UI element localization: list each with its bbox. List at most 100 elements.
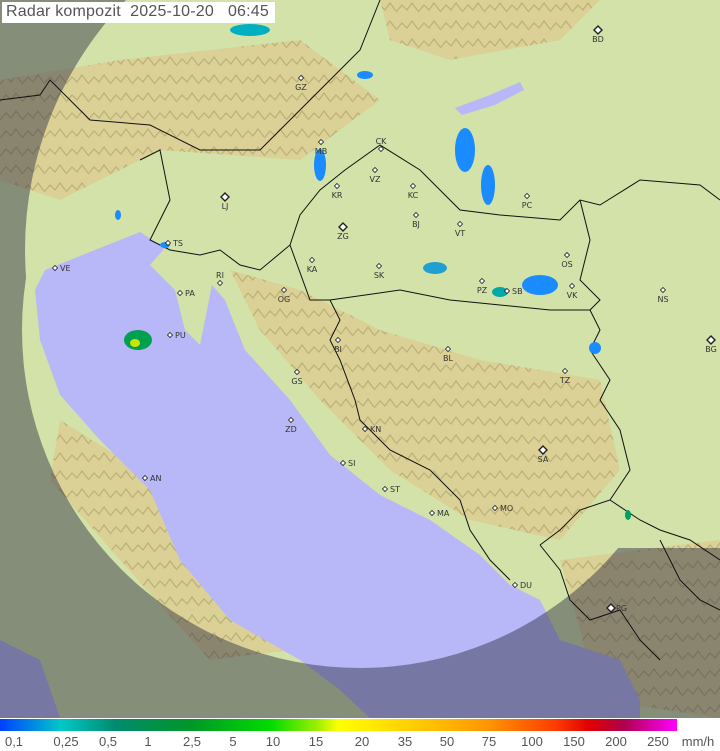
city-an: AN	[141, 474, 161, 483]
city-label: TS	[172, 239, 183, 248]
city-pa: PA	[176, 289, 195, 298]
city-marker-icon	[333, 182, 341, 190]
colorbar-label: 1	[144, 734, 152, 749]
city-marker-icon	[412, 211, 420, 219]
city-mo: MO	[491, 504, 513, 513]
city-marker-icon	[287, 416, 295, 424]
radar-echoes	[115, 24, 631, 520]
city-label: VZ	[370, 175, 381, 184]
city-kr: KR	[332, 182, 343, 200]
city-bi: BI	[334, 336, 342, 354]
city-label: BI	[334, 345, 342, 354]
adriatic-sea	[35, 232, 640, 718]
city-label: MB	[315, 147, 327, 156]
city-marker-icon	[220, 192, 230, 202]
city-marker-icon	[478, 277, 486, 285]
city-label: BL	[443, 354, 453, 363]
city-marker-icon	[563, 251, 571, 259]
city-marker-icon	[568, 282, 576, 290]
city-markers: BD GZ MB CK VZ KR KC LJ BJ VT PC ZG TS VE KA SK RI OS PA OG…	[51, 25, 717, 613]
city-marker-icon	[371, 166, 379, 174]
city-marker-icon	[659, 286, 667, 294]
city-marker-icon	[428, 509, 436, 517]
city-marker-icon	[297, 74, 305, 82]
city-bj: BJ	[412, 211, 420, 229]
colorbar-label: 2,5	[182, 734, 202, 749]
city-ns: NS	[657, 286, 669, 304]
colorbar-label: 75	[481, 734, 497, 749]
city-ka: KA	[307, 256, 318, 274]
city-gs: GS	[291, 368, 303, 386]
city-pc: PC	[522, 192, 533, 210]
city-pg: PG	[606, 603, 627, 613]
map-title: Radar kompozit 2025-10-20 06:45	[2, 2, 275, 23]
city-label: NS	[657, 295, 668, 304]
city-label: LJ	[222, 202, 229, 211]
city-bl: BL	[443, 345, 454, 363]
city-ck: CK	[376, 137, 388, 153]
city-kn: KN	[361, 425, 381, 434]
city-marker-icon	[308, 256, 316, 264]
city-marker-icon	[375, 262, 383, 270]
city-tz: TZ	[559, 367, 571, 385]
city-label: KN	[370, 425, 381, 434]
colorbar-label: 0,1	[4, 734, 24, 749]
city-kc: KC	[408, 182, 419, 200]
city-bd: BD	[592, 25, 604, 44]
city-marker-icon	[538, 445, 548, 455]
city-ve: VE	[51, 264, 71, 273]
city-zd: ZD	[285, 416, 297, 434]
city-marker-icon	[216, 279, 224, 287]
city-label: MA	[437, 509, 450, 518]
city-label: GZ	[295, 83, 307, 92]
city-marker-icon	[51, 264, 59, 272]
city-label: OS	[561, 260, 572, 269]
colorbar-label: 0,25	[53, 734, 79, 749]
city-mb: MB	[315, 138, 327, 156]
city-sb: SB	[503, 287, 523, 296]
city-vt: VT	[455, 220, 465, 238]
city-label: DU	[520, 581, 532, 590]
city-label: PA	[185, 289, 195, 298]
city-label: ZD	[285, 425, 297, 434]
city-marker-icon	[166, 331, 174, 339]
city-marker-icon	[561, 367, 569, 375]
city-marker-icon	[409, 182, 417, 190]
city-lj: LJ	[220, 192, 230, 211]
city-label: PC	[522, 201, 533, 210]
city-marker-icon	[339, 459, 347, 467]
lake-balaton	[455, 82, 524, 115]
city-marker-icon	[164, 239, 172, 247]
city-label: VK	[567, 291, 578, 300]
city-marker-icon	[280, 286, 288, 294]
tyrrhenian-sea	[0, 640, 60, 718]
city-vk: VK	[567, 282, 578, 300]
city-label: BJ	[412, 220, 420, 229]
colorbar-label: 200	[605, 734, 627, 749]
city-label: PU	[175, 331, 186, 340]
colorbar-label: 0,5	[98, 734, 118, 749]
city-pu: PU	[166, 331, 186, 340]
city-sa: SA	[538, 445, 549, 464]
city-st: ST	[381, 485, 400, 494]
title-date: 2025-10-20	[130, 3, 214, 20]
title-text: Radar kompozit	[6, 3, 121, 20]
city-marker-icon	[593, 25, 603, 35]
city-label: SK	[374, 271, 385, 280]
city-sk: SK	[374, 262, 385, 280]
city-label: SB	[512, 287, 523, 296]
city-ts: TS	[164, 239, 183, 248]
city-marker-icon	[706, 335, 716, 345]
city-label: OG	[278, 295, 291, 304]
city-marker-icon	[456, 220, 464, 228]
city-marker-icon	[176, 289, 184, 297]
city-marker-icon	[338, 222, 348, 232]
city-label: ST	[390, 485, 400, 494]
city-ma: MA	[428, 509, 450, 518]
city-label: CK	[376, 137, 388, 146]
city-label: VT	[455, 229, 465, 238]
city-marker-icon	[503, 287, 511, 295]
city-marker-icon	[141, 474, 149, 482]
colorbar-label: 50	[439, 734, 455, 749]
